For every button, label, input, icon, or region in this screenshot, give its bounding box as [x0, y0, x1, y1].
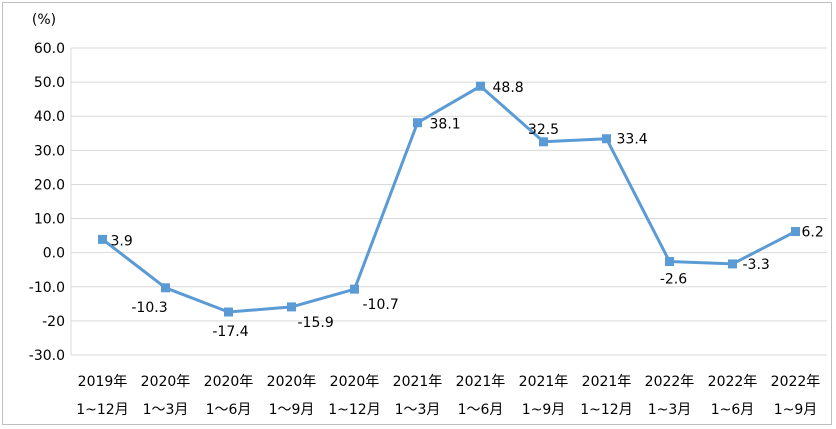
x-tick-label-period: 1~9月: [522, 402, 566, 418]
x-tick-label-year: 2019年: [78, 374, 128, 390]
data-label: -10.7: [363, 297, 399, 313]
data-point-marker: [224, 307, 233, 317]
x-tick-label-period: 1~6月: [711, 402, 755, 418]
x-tick-label-period: 1~12月: [580, 402, 632, 418]
y-tick-label: 60.0: [34, 41, 65, 57]
x-tick-label-year: 2021年: [519, 374, 569, 390]
x-tick-label-year: 2021年: [393, 374, 443, 390]
data-label: 3.9: [111, 233, 133, 249]
series-line: [101, 84, 797, 314]
x-tick-label-period: 1～3月: [143, 402, 189, 418]
x-tick-label-year: 2022年: [645, 374, 695, 390]
data-point-marker: [476, 81, 485, 91]
data-label: -3.3: [743, 257, 770, 273]
y-tick-label: 20.0: [34, 177, 65, 193]
x-tick-label-period: 1~3月: [648, 402, 692, 418]
x-tick-label-period: 1～9月: [269, 402, 315, 418]
x-tick-label-period: 1~12月: [76, 402, 128, 418]
data-point-marker: [161, 283, 170, 293]
x-tick-label-year: 2020年: [330, 374, 380, 390]
data-point-marker: [413, 118, 422, 128]
y-axis-unit-label: (%): [32, 12, 56, 28]
x-tick-label-year: 2022年: [708, 374, 758, 390]
data-label: -2.6: [660, 272, 687, 288]
x-tick-label-period: 1～6月: [458, 402, 504, 418]
x-tick-label-year: 2020年: [204, 374, 254, 390]
data-label: 38.1: [430, 117, 461, 133]
x-tick-label-period: 1～6月: [206, 402, 252, 418]
x-tick-label-year: 2022年: [771, 374, 821, 390]
x-tick-label-period: 1~9月: [774, 402, 818, 418]
x-tick-label-year: 2020年: [141, 374, 191, 390]
y-tick-label: 40.0: [34, 109, 65, 125]
data-point-marker: [602, 134, 611, 144]
data-label: -10.3: [131, 300, 167, 316]
data-point-marker: [287, 302, 296, 312]
data-point-marker: [98, 234, 107, 244]
y-tick-label: 10.0: [34, 212, 65, 228]
data-label: -17.4: [212, 324, 248, 340]
x-tick-label-year: 2021年: [582, 374, 632, 390]
data-point-marker: [539, 137, 548, 147]
data-label: 32.5: [528, 122, 559, 138]
data-label: 33.4: [617, 132, 648, 148]
y-tick-label: 50.0: [34, 75, 65, 91]
y-tick-label: 0.0: [43, 246, 65, 262]
x-tick-label-year: 2020年: [267, 374, 317, 390]
data-label: 6.2: [802, 225, 824, 241]
data-point-marker: [728, 259, 737, 269]
data-point-marker: [791, 227, 800, 237]
data-label: -15.9: [298, 315, 334, 331]
data-point-marker: [350, 284, 359, 294]
data-label: 48.8: [493, 80, 524, 96]
data-point-marker: [665, 257, 674, 267]
x-tick-label-year: 2021年: [456, 374, 506, 390]
x-tick-label-period: 1~12月: [328, 402, 380, 418]
y-tick-label: -20: [42, 314, 65, 330]
x-tick-label-period: 1～3月: [395, 402, 441, 418]
y-tick-label: -10.0: [29, 280, 65, 296]
y-tick-label: -30.0: [29, 348, 65, 364]
y-tick-label: 30.0: [34, 143, 65, 159]
